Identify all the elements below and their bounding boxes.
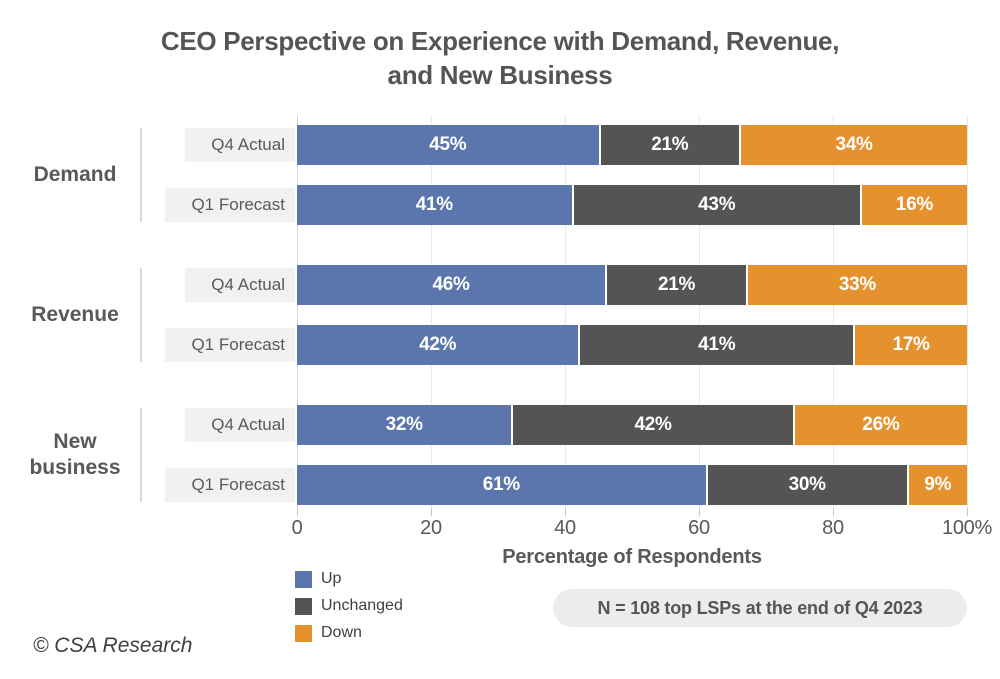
group-divider xyxy=(140,408,142,502)
x-axis-tick xyxy=(699,508,700,516)
bar-segment-up: 32% xyxy=(297,405,512,445)
gridline xyxy=(699,115,700,508)
bar-value-label: 16% xyxy=(895,194,933,215)
group-label: Demand xyxy=(33,162,117,186)
gridline xyxy=(431,115,432,508)
bar-segment-unchanged: 41% xyxy=(578,325,854,365)
sample-size-note: N = 108 top LSPs at the end of Q4 2023 xyxy=(553,589,967,627)
bar-value-label: 21% xyxy=(651,134,689,155)
x-axis-tick xyxy=(833,508,834,516)
bar-segment-down: 26% xyxy=(792,405,967,445)
bar-value-label: 45% xyxy=(429,134,467,155)
bar-segment-unchanged: 43% xyxy=(571,185,860,225)
legend-swatch-icon xyxy=(295,570,312,588)
bar-segment-down: 9% xyxy=(906,465,967,505)
group-label: Revenue xyxy=(31,302,119,326)
row-label: Q1 Forecast xyxy=(165,468,295,502)
bar-segment-unchanged: 21% xyxy=(605,265,746,305)
row-label: Q4 Actual xyxy=(185,268,295,302)
bar-value-label: 21% xyxy=(657,274,696,295)
row-label: Q1 Forecast xyxy=(165,328,295,362)
bar-row: 45% 21% 34% xyxy=(297,125,967,165)
legend-item-unchanged: Unchanged xyxy=(295,597,403,615)
bar-segment-down: 16% xyxy=(859,185,967,225)
x-axis-tick xyxy=(967,508,968,516)
bar-value-label: 34% xyxy=(835,134,873,155)
legend: Up Unchanged Down xyxy=(295,570,403,651)
bar-value-label: 26% xyxy=(862,414,900,435)
x-tick-label: 0 xyxy=(291,517,303,539)
x-tick-label: 60 xyxy=(688,517,710,539)
bar-value-label: 41% xyxy=(415,194,453,215)
bar-value-label: 9% xyxy=(924,474,952,495)
gridline xyxy=(565,115,566,508)
bar-value-label: 33% xyxy=(838,274,876,295)
gridline xyxy=(967,115,968,508)
bar-value-label: 42% xyxy=(634,414,672,435)
bar-segment-down: 34% xyxy=(739,125,967,165)
bar-segment-down: 17% xyxy=(853,325,967,365)
row-label: Q4 Actual xyxy=(185,128,295,162)
bar-value-label: 42% xyxy=(419,334,457,355)
bar-segment-unchanged: 30% xyxy=(705,465,907,505)
legend-swatch-icon xyxy=(295,597,312,615)
legend-item-up: Up xyxy=(295,570,403,588)
group-divider xyxy=(140,268,142,362)
bar-segment-up: 46% xyxy=(297,265,606,305)
bar-row: 46% 21% 33% xyxy=(297,265,967,305)
x-axis-tick xyxy=(565,508,566,516)
legend-label: Down xyxy=(321,624,362,641)
bar-segment-up: 41% xyxy=(297,185,572,225)
x-axis-label: Percentage of Respondents xyxy=(502,546,762,568)
legend-label: Unchanged xyxy=(321,597,403,614)
bar-segment-up: 45% xyxy=(297,125,599,165)
x-tick-label: 20 xyxy=(420,517,442,539)
group-divider xyxy=(140,128,142,222)
bar-segment-up: 61% xyxy=(297,465,706,505)
bar-segment-unchanged: 42% xyxy=(511,405,793,445)
legend-item-down: Down xyxy=(295,624,403,642)
bar-value-label: 17% xyxy=(892,334,930,355)
bar-row: 61% 30% 9% xyxy=(297,465,967,505)
bar-row: 41% 43% 16% xyxy=(297,185,967,225)
bar-segment-down: 33% xyxy=(745,265,967,305)
chart-title: CEO Perspective on Experience with Deman… xyxy=(160,26,840,91)
x-axis-tick xyxy=(431,508,432,516)
bar-value-label: 41% xyxy=(698,334,736,355)
bar-row: 42% 41% 17% xyxy=(297,325,967,365)
gridline xyxy=(833,115,834,508)
row-label: Q4 Actual xyxy=(185,408,295,442)
copyright-footer: © CSA Research xyxy=(33,634,193,657)
x-axis-tick xyxy=(297,508,298,516)
x-tick-label: 40 xyxy=(554,517,576,539)
bar-value-label: 43% xyxy=(698,194,736,215)
bar-value-label: 61% xyxy=(482,474,520,495)
bar-segment-unchanged: 21% xyxy=(598,125,740,165)
group-label: New business xyxy=(29,429,121,479)
legend-label: Up xyxy=(321,570,342,587)
bar-value-label: 32% xyxy=(385,414,423,435)
bar-row: 32% 42% 26% xyxy=(297,405,967,445)
bar-value-label: 46% xyxy=(432,274,470,295)
x-tick-label: 80 xyxy=(822,517,844,539)
bar-value-label: 30% xyxy=(788,474,826,495)
legend-swatch-icon xyxy=(295,624,312,642)
gridline xyxy=(297,115,298,508)
x-tick-label: 100% xyxy=(942,517,992,539)
bar-segment-up: 42% xyxy=(297,325,579,365)
row-label: Q1 Forecast xyxy=(165,188,295,222)
